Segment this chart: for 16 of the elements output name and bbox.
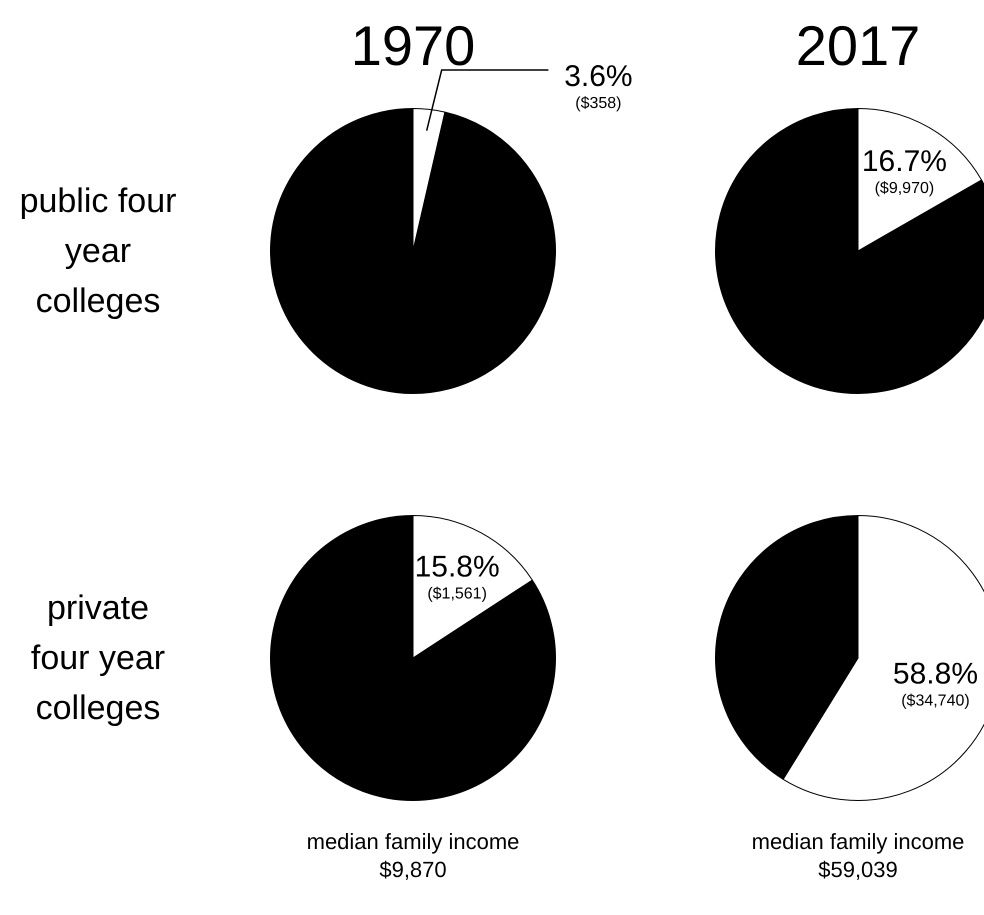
text: ($1,561): [427, 586, 487, 603]
data-label: 3.6%: [564, 60, 633, 94]
text: private four year colleges: [30, 588, 166, 729]
text: ($34,740): [901, 692, 970, 710]
chart-title: 2017: [794, 14, 922, 77]
data-label: 16.7%: [862, 144, 947, 178]
text: public four year colleges: [18, 181, 178, 322]
data-label: 58.8%: [892, 657, 978, 690]
chart-title: 1970: [350, 14, 476, 77]
text: median family income: [752, 829, 964, 854]
data-label: 15.8%: [414, 550, 500, 584]
text: median family income: [306, 829, 520, 854]
text: ($9,970): [874, 180, 934, 197]
text: $59,039: [818, 857, 898, 882]
text: $9,870: [379, 857, 447, 882]
text: ($358): [575, 95, 622, 112]
